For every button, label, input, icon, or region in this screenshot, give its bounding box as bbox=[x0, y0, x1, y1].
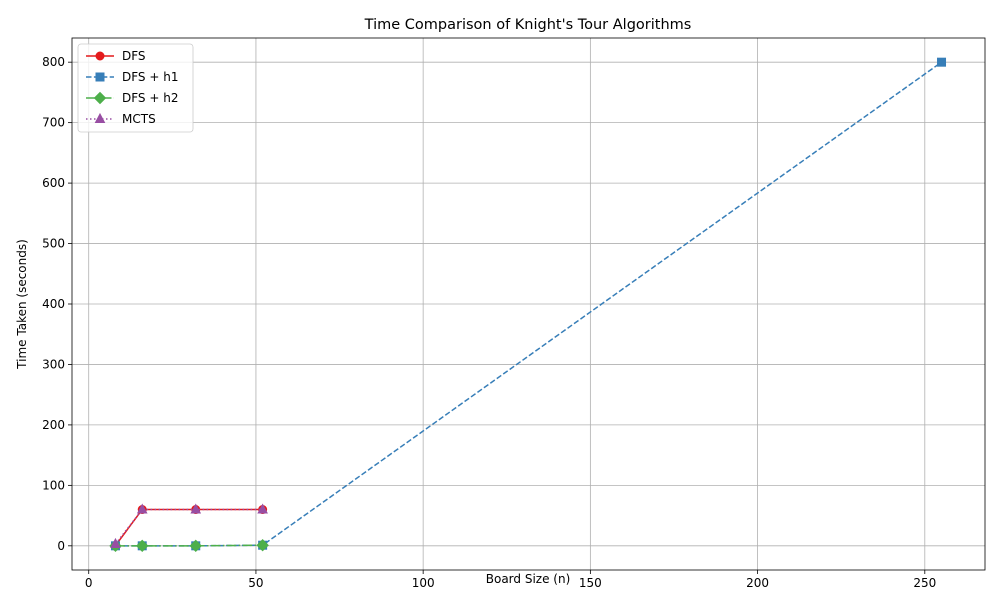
data-point-mcts bbox=[110, 537, 121, 549]
series-mcts bbox=[110, 503, 268, 549]
data-point-mcts bbox=[136, 503, 148, 514]
y-tick-label: 100 bbox=[42, 478, 65, 492]
series-group bbox=[109, 57, 947, 553]
ticks: 0 50 100 150 200 250 0 100 200 300 400 500 600 700 800 bbox=[42, 55, 936, 590]
x-tick-label: 150 bbox=[579, 576, 602, 590]
data-point-dfs-h2 bbox=[189, 539, 202, 553]
legend-label: DFS + h2 bbox=[122, 91, 178, 105]
x-tick-label: 250 bbox=[913, 576, 936, 590]
legend-marker bbox=[94, 112, 106, 123]
series-line-dfs-h2 bbox=[115, 544, 263, 547]
y-tick-label: 400 bbox=[42, 297, 65, 311]
legend: DFS DFS + h1 DFS + h2 MCTS bbox=[77, 43, 194, 133]
data-point-mcts bbox=[190, 503, 202, 514]
y-tick-label: 800 bbox=[42, 55, 65, 69]
data-point-dfs-h2 bbox=[256, 539, 269, 552]
legend-label: MCTS bbox=[122, 112, 156, 126]
y-tick-label: 300 bbox=[42, 357, 65, 371]
legend-marker bbox=[95, 51, 105, 61]
y-tick-label: 500 bbox=[42, 237, 65, 251]
legend-marker bbox=[95, 72, 105, 82]
legend-label: DFS + h1 bbox=[122, 70, 178, 84]
legend-box bbox=[77, 43, 194, 133]
y-tick-label: 0 bbox=[57, 539, 65, 553]
data-point-mcts bbox=[257, 503, 268, 514]
x-tick-label: 100 bbox=[412, 576, 435, 590]
y-tick-label: 200 bbox=[42, 418, 65, 432]
y-tick-label: 700 bbox=[42, 116, 65, 130]
y-tick-label: 600 bbox=[42, 176, 65, 190]
x-tick-label: 50 bbox=[248, 576, 263, 590]
legend-marker bbox=[93, 91, 107, 105]
data-point-dfs-h1 bbox=[937, 57, 947, 67]
y-axis-label: Time Taken (seconds) bbox=[15, 239, 29, 370]
x-tick-label: 0 bbox=[85, 576, 93, 590]
chart-title: Time Comparison of Knight's Tour Algorit… bbox=[364, 17, 692, 33]
x-tick-label: 200 bbox=[746, 576, 769, 590]
grid bbox=[72, 38, 985, 570]
data-point-dfs-h2 bbox=[136, 539, 149, 553]
x-axis-label: Board Size (n) bbox=[486, 572, 571, 586]
legend-label: DFS bbox=[122, 49, 146, 63]
